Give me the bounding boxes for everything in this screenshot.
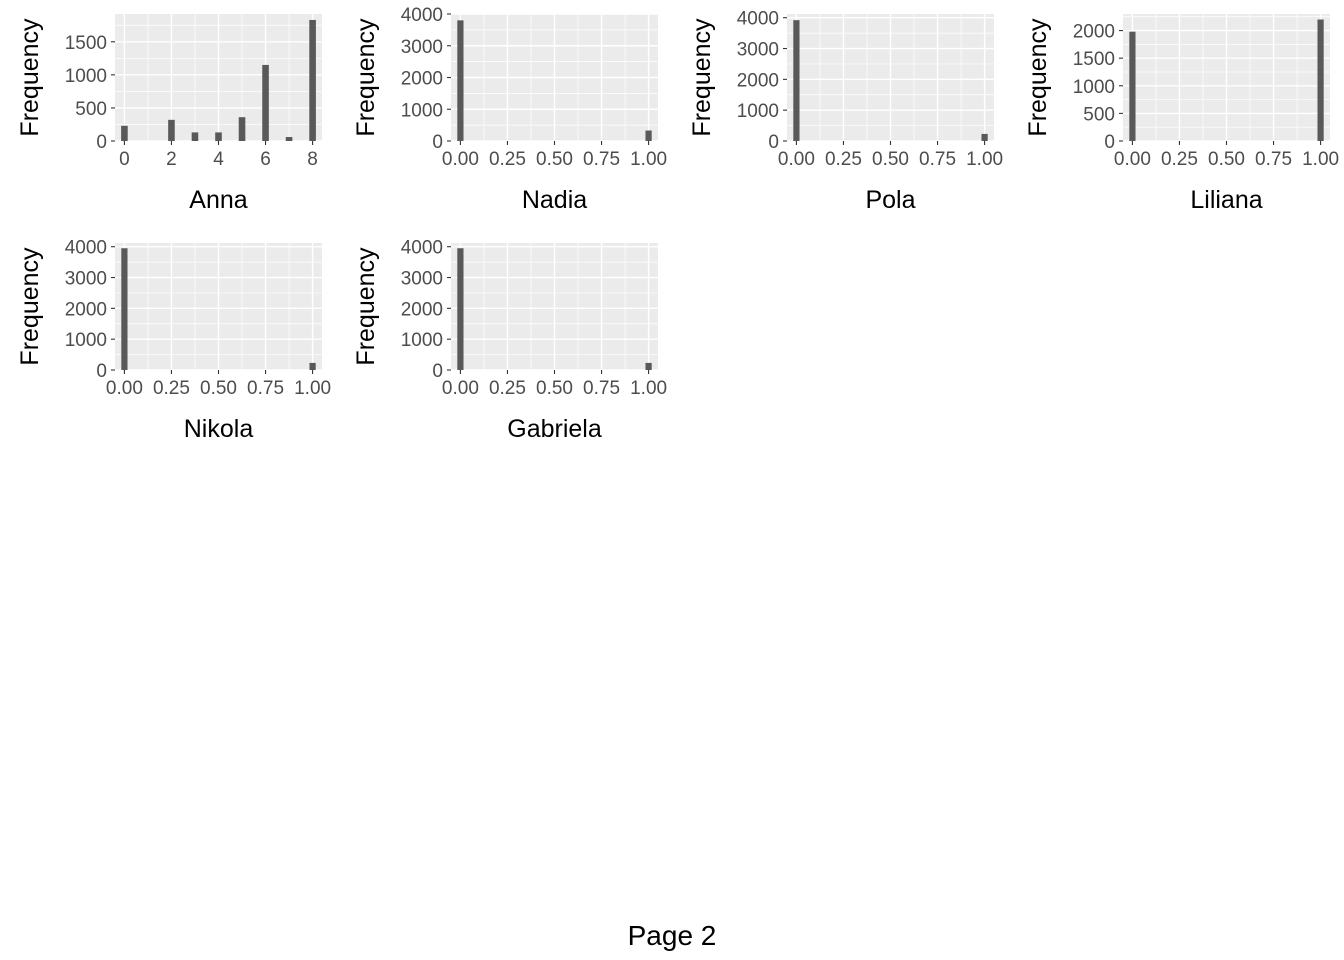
x-axis-title: Pola (865, 186, 915, 214)
x-tick-label: 4 (213, 149, 224, 170)
y-tick-label: 1000 (65, 330, 107, 351)
y-axis-title: Frequency (16, 247, 44, 366)
histogram-panel-2: 0.00 0.25 0.50 0.75 1.00 0 1000 2000 3000 4000 Nad… (352, 5, 667, 214)
y-tick-label: 0 (432, 132, 443, 153)
y-tick-label: 1000 (65, 66, 107, 87)
y-tick-label: 1000 (737, 101, 779, 122)
y-tick-label: 3000 (401, 37, 443, 58)
x-tick-label: 1.00 (630, 378, 667, 399)
x-tick-label: 0.25 (1161, 149, 1198, 170)
histogram-bar (645, 130, 652, 141)
y-tick-label: 0 (768, 132, 779, 153)
x-tick-label: 0.00 (442, 378, 479, 399)
histogram-bar (1317, 19, 1324, 141)
x-axis-title: Liliana (1190, 186, 1262, 214)
histogram-bar (309, 362, 316, 370)
x-tick-label: 0.50 (536, 378, 573, 399)
y-tick-label: 3000 (737, 40, 779, 61)
x-tick-label: 0.50 (536, 149, 573, 170)
histogram-panel-5: 0.00 0.25 0.50 0.75 1.00 0 1000 2000 3000 4000 Nik… (16, 238, 331, 443)
y-tick-label: 500 (1083, 104, 1115, 125)
page-footer: Page 2 (627, 920, 717, 951)
y-tick-label: 0 (96, 361, 107, 382)
y-tick-label: 2000 (737, 70, 779, 91)
histogram-panel-4: 0.00 0.25 0.50 0.75 1.00 0 500 1000 1500 2000 Lili… (1024, 14, 1339, 214)
y-tick-label: 2000 (1073, 22, 1115, 43)
y-tick-label: 4000 (401, 238, 443, 259)
y-tick-label: 2000 (65, 299, 107, 320)
x-tick-label: 0 (119, 149, 130, 170)
y-tick-label: 1000 (401, 330, 443, 351)
x-tick-label: 1.00 (294, 378, 331, 399)
x-tick-label: 6 (260, 149, 271, 170)
histogram-bar (793, 20, 800, 142)
y-tick-label: 500 (75, 99, 107, 120)
y-axis-title: Frequency (1024, 18, 1052, 137)
x-tick-label: 0.25 (489, 149, 526, 170)
y-tick-label: 0 (1104, 132, 1115, 153)
x-tick-label: 0.50 (872, 149, 909, 170)
histogram-panel-6: 0.00 0.25 0.50 0.75 1.00 0 1000 2000 3000 4000 Gab… (352, 238, 667, 443)
histogram-bar (285, 137, 293, 141)
y-tick-label: 4000 (737, 9, 779, 30)
x-tick-label: 0.25 (825, 149, 862, 170)
histogram-bar (121, 125, 128, 141)
histogram-bar (238, 117, 246, 141)
x-axis-title: Nikola (184, 415, 254, 443)
y-tick-label: 1000 (1073, 77, 1115, 98)
histogram-bar (262, 64, 269, 141)
histogram-bar (981, 133, 988, 141)
x-tick-label: 0.00 (442, 149, 479, 170)
x-tick-label: 0.00 (778, 149, 815, 170)
x-tick-label: 0.25 (489, 378, 526, 399)
x-axis-title: Anna (189, 186, 247, 214)
y-tick-label: 1500 (1073, 49, 1115, 70)
x-axis-title: Nadia (522, 186, 587, 214)
y-axis-title: Frequency (16, 18, 44, 137)
x-tick-label: 0.50 (200, 378, 237, 399)
histogram-bar (645, 362, 652, 370)
x-tick-label: 0.75 (919, 149, 956, 170)
x-tick-label: 2 (166, 149, 177, 170)
x-tick-label: 0.50 (1208, 149, 1245, 170)
x-tick-label: 0.25 (153, 378, 190, 399)
y-tick-label: 1000 (401, 100, 443, 121)
histogram-bar (121, 248, 128, 370)
x-axis-title: Gabriela (507, 415, 602, 443)
y-axis-title: Frequency (352, 18, 380, 137)
y-tick-label: 2000 (401, 69, 443, 90)
x-tick-label: 8 (307, 149, 318, 170)
histogram-bar (168, 119, 175, 141)
x-tick-label: 0.00 (1114, 149, 1151, 170)
x-tick-label: 1.00 (966, 149, 1003, 170)
y-tick-label: 1500 (65, 33, 107, 54)
histogram-bar (191, 132, 199, 141)
y-tick-label: 2000 (401, 299, 443, 320)
x-tick-label: 1.00 (1302, 149, 1339, 170)
y-axis-title: Frequency (352, 247, 380, 366)
y-tick-label: 3000 (65, 269, 107, 290)
histogram-panel-3: 0.00 0.25 0.50 0.75 1.00 0 1000 2000 3000 4000 Pol… (688, 9, 1003, 214)
histogram-bar (457, 248, 464, 370)
x-tick-label: 0.75 (247, 378, 284, 399)
histogram-panel-1: 0 2 4 6 8 0 500 1000 1500 Anna Frequency (16, 14, 322, 214)
x-tick-label: 0.00 (106, 378, 143, 399)
y-tick-label: 4000 (65, 238, 107, 259)
y-tick-label: 0 (432, 361, 443, 382)
y-axis-title: Frequency (688, 18, 716, 137)
histogram-bar (309, 19, 316, 141)
x-tick-label: 0.75 (583, 378, 620, 399)
y-tick-label: 4000 (401, 5, 443, 26)
x-tick-label: 1.00 (630, 149, 667, 170)
x-tick-label: 0.75 (583, 149, 620, 170)
y-tick-label: 0 (96, 132, 107, 153)
histogram-bar (215, 132, 222, 141)
histogram-bar (1129, 31, 1136, 142)
x-tick-label: 0.75 (1255, 149, 1292, 170)
y-tick-label: 3000 (401, 269, 443, 290)
histogram-bar (457, 20, 464, 142)
